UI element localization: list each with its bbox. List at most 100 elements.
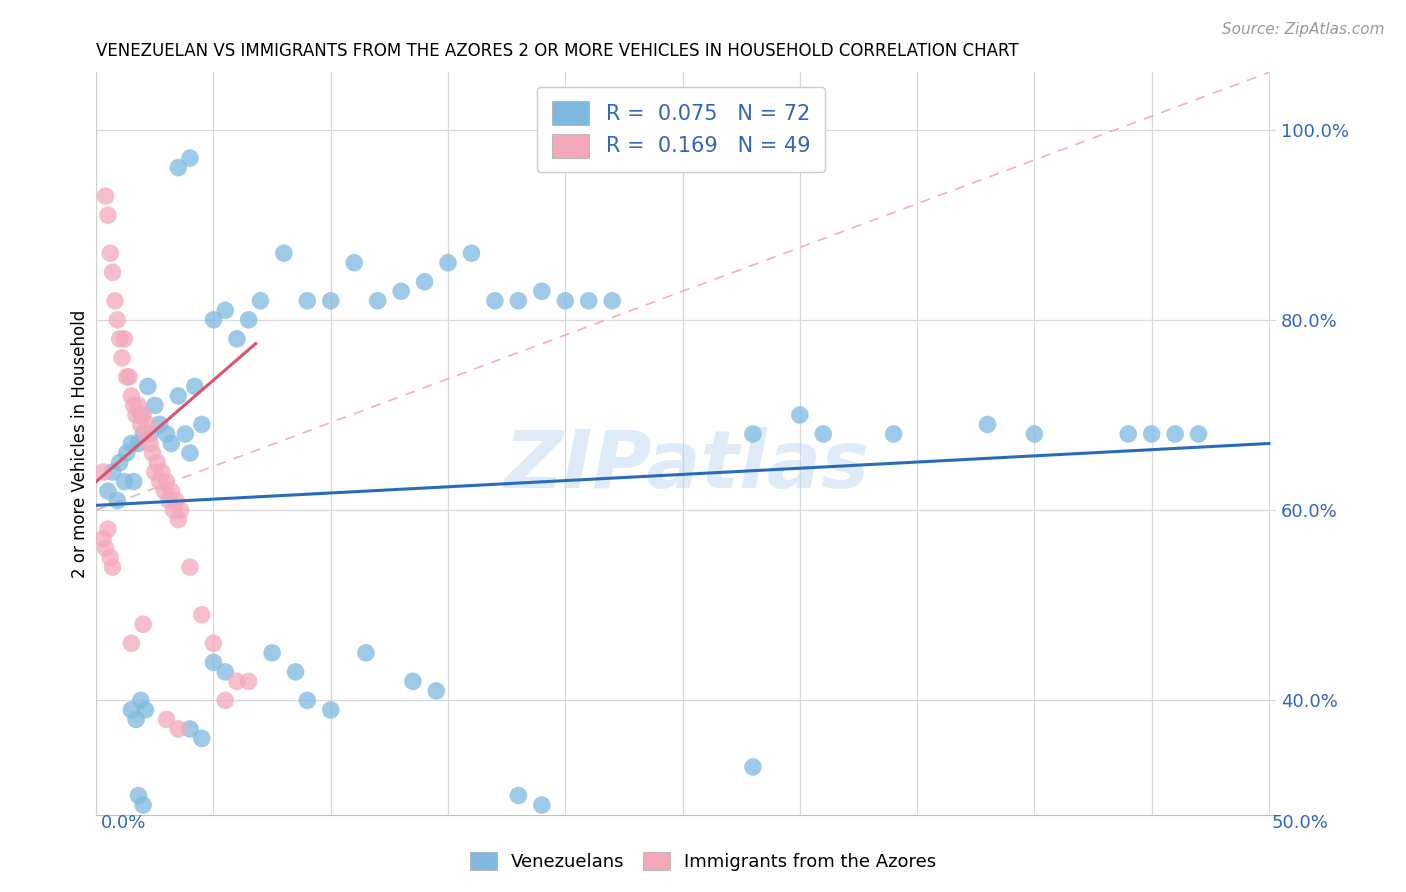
Point <box>167 161 190 175</box>
Point <box>148 417 170 432</box>
Point <box>94 541 117 556</box>
Point <box>143 465 166 479</box>
Point <box>183 379 205 393</box>
Point <box>94 189 117 203</box>
Point <box>167 722 190 736</box>
Point <box>148 475 170 489</box>
Point <box>813 427 835 442</box>
Point <box>127 399 149 413</box>
Point <box>111 351 134 365</box>
Point <box>129 693 152 707</box>
Point <box>162 503 184 517</box>
Point <box>578 293 600 308</box>
Point <box>112 332 135 346</box>
Point <box>129 417 152 432</box>
Point <box>139 436 162 450</box>
Point <box>742 427 765 442</box>
Point <box>214 303 236 318</box>
Point <box>190 731 212 746</box>
Point <box>97 208 120 222</box>
Point <box>98 246 121 260</box>
Point <box>789 408 811 422</box>
Point <box>122 475 145 489</box>
Point <box>742 760 765 774</box>
Point <box>143 399 166 413</box>
Point <box>129 408 152 422</box>
Point <box>105 313 128 327</box>
Point <box>91 465 114 479</box>
Point <box>530 798 553 813</box>
Point <box>319 293 342 308</box>
Point <box>249 293 271 308</box>
Legend: Venezuelans, Immigrants from the Azores: Venezuelans, Immigrants from the Azores <box>463 845 943 879</box>
Point <box>105 493 128 508</box>
Point <box>122 399 145 413</box>
Point <box>150 465 173 479</box>
Point <box>115 446 138 460</box>
Text: 0.0%: 0.0% <box>101 814 146 832</box>
Point <box>101 465 124 479</box>
Legend: R =  0.075   N = 72, R =  0.169   N = 49: R = 0.075 N = 72, R = 0.169 N = 49 <box>537 87 825 172</box>
Point <box>101 265 124 279</box>
Point <box>530 285 553 299</box>
Text: ZIPatlas: ZIPatlas <box>503 426 869 505</box>
Point <box>155 427 177 442</box>
Point <box>179 560 201 574</box>
Point <box>125 408 148 422</box>
Point <box>976 417 998 432</box>
Point <box>1164 427 1187 442</box>
Point <box>214 665 236 679</box>
Point <box>226 332 249 346</box>
Point <box>600 293 623 308</box>
Point <box>262 646 284 660</box>
Point <box>132 617 155 632</box>
Point <box>190 417 212 432</box>
Text: 50.0%: 50.0% <box>1272 814 1329 832</box>
Point <box>460 246 482 260</box>
Point <box>484 293 506 308</box>
Point <box>238 674 260 689</box>
Point <box>174 427 197 442</box>
Point <box>127 789 149 803</box>
Point <box>202 656 225 670</box>
Point <box>146 456 169 470</box>
Point <box>155 713 177 727</box>
Point <box>190 607 212 622</box>
Point <box>98 550 121 565</box>
Point <box>425 684 447 698</box>
Point <box>1140 427 1163 442</box>
Point <box>202 313 225 327</box>
Point <box>127 436 149 450</box>
Text: Source: ZipAtlas.com: Source: ZipAtlas.com <box>1222 22 1385 37</box>
Point <box>167 389 190 403</box>
Point <box>160 484 183 499</box>
Point <box>883 427 905 442</box>
Point <box>155 475 177 489</box>
Point <box>167 513 190 527</box>
Point <box>402 674 425 689</box>
Point <box>104 293 127 308</box>
Point <box>139 427 162 442</box>
Point <box>160 436 183 450</box>
Point <box>1116 427 1139 442</box>
Point <box>1024 427 1046 442</box>
Point <box>508 789 530 803</box>
Point <box>354 646 377 660</box>
Point <box>214 693 236 707</box>
Point <box>136 379 159 393</box>
Point <box>413 275 436 289</box>
Point <box>132 798 155 813</box>
Point <box>157 493 180 508</box>
Point <box>141 446 163 460</box>
Point <box>108 332 131 346</box>
Point <box>97 522 120 536</box>
Point <box>125 713 148 727</box>
Point <box>367 293 389 308</box>
Point <box>97 484 120 499</box>
Point <box>226 674 249 689</box>
Point <box>273 246 295 260</box>
Point <box>343 256 366 270</box>
Point <box>554 293 576 308</box>
Point <box>319 703 342 717</box>
Point <box>91 532 114 546</box>
